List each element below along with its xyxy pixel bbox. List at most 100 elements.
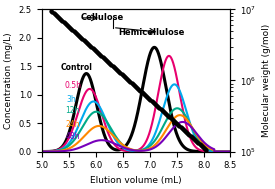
- Point: [113, 67, 117, 70]
- Point: [74, 31, 78, 34]
- Point: [199, 143, 203, 146]
- Point: [152, 101, 156, 105]
- Text: 3h: 3h: [66, 94, 76, 104]
- Point: [70, 29, 75, 32]
- Text: Hemicellulose: Hemicellulose: [118, 28, 185, 37]
- Point: [87, 43, 91, 46]
- Y-axis label: Molecular weight (g/mol): Molecular weight (g/mol): [262, 24, 271, 137]
- Point: [117, 70, 122, 74]
- Point: [126, 78, 130, 81]
- Point: [149, 99, 154, 102]
- Point: [93, 48, 97, 51]
- Point: [185, 132, 189, 135]
- Point: [114, 67, 118, 70]
- Point: [90, 46, 95, 50]
- Point: [78, 36, 82, 39]
- Point: [133, 84, 137, 88]
- Point: [189, 136, 194, 139]
- Point: [67, 26, 71, 29]
- Text: 48h: 48h: [65, 132, 80, 141]
- Point: [94, 50, 98, 53]
- Point: [129, 81, 134, 84]
- X-axis label: Elution volume (mL): Elution volume (mL): [90, 176, 182, 185]
- Point: [123, 75, 127, 78]
- Point: [203, 148, 207, 151]
- Point: [146, 97, 150, 100]
- Point: [89, 46, 94, 49]
- Text: 12h: 12h: [65, 106, 80, 115]
- Point: [139, 91, 144, 94]
- Point: [122, 74, 126, 77]
- Point: [201, 146, 205, 149]
- Point: [57, 16, 61, 19]
- Point: [58, 17, 62, 20]
- Point: [128, 81, 133, 84]
- Text: Control: Control: [60, 63, 92, 72]
- Point: [138, 90, 143, 93]
- Point: [62, 21, 67, 24]
- Point: [154, 104, 158, 107]
- Point: [195, 141, 199, 144]
- Point: [164, 112, 168, 115]
- Point: [165, 114, 169, 117]
- Point: [53, 12, 57, 15]
- Point: [145, 95, 149, 98]
- Point: [68, 26, 72, 29]
- Point: [99, 54, 104, 57]
- Point: [202, 146, 206, 149]
- Point: [109, 64, 114, 67]
- Point: [79, 36, 84, 40]
- Point: [142, 92, 146, 95]
- Point: [82, 40, 87, 43]
- Point: [124, 77, 128, 80]
- Point: [130, 82, 135, 85]
- Point: [187, 133, 192, 136]
- Point: [157, 107, 162, 110]
- Point: [101, 57, 106, 60]
- Point: [77, 34, 81, 37]
- Point: [107, 61, 111, 64]
- Point: [141, 91, 145, 94]
- Point: [156, 105, 161, 108]
- Point: [176, 124, 181, 127]
- Point: [196, 142, 200, 145]
- Point: [184, 131, 188, 134]
- Point: [153, 102, 157, 105]
- Point: [84, 40, 88, 43]
- Point: [88, 44, 92, 47]
- Point: [127, 80, 131, 83]
- Point: [192, 138, 196, 141]
- Point: [148, 98, 153, 101]
- Point: [135, 87, 139, 90]
- Point: [96, 51, 100, 54]
- Point: [166, 115, 170, 118]
- Point: [111, 65, 116, 68]
- Point: [65, 23, 69, 26]
- Point: [131, 84, 136, 87]
- Point: [155, 105, 160, 108]
- Point: [193, 139, 197, 142]
- Point: [200, 145, 204, 148]
- Point: [169, 118, 174, 121]
- Point: [80, 37, 85, 40]
- Point: [104, 58, 108, 61]
- Point: [162, 111, 166, 114]
- Point: [64, 22, 68, 26]
- Point: [136, 88, 141, 91]
- Point: [86, 43, 90, 46]
- Point: [92, 47, 96, 50]
- Text: Cellulose: Cellulose: [80, 13, 124, 22]
- Point: [180, 126, 184, 129]
- Point: [119, 73, 124, 76]
- Point: [197, 143, 202, 146]
- Point: [168, 116, 173, 119]
- Point: [103, 57, 107, 60]
- Point: [194, 139, 198, 143]
- Point: [54, 13, 58, 16]
- Point: [59, 19, 64, 22]
- Point: [50, 10, 55, 13]
- Point: [173, 121, 177, 124]
- Point: [191, 136, 195, 139]
- Point: [116, 70, 120, 73]
- Point: [95, 50, 99, 53]
